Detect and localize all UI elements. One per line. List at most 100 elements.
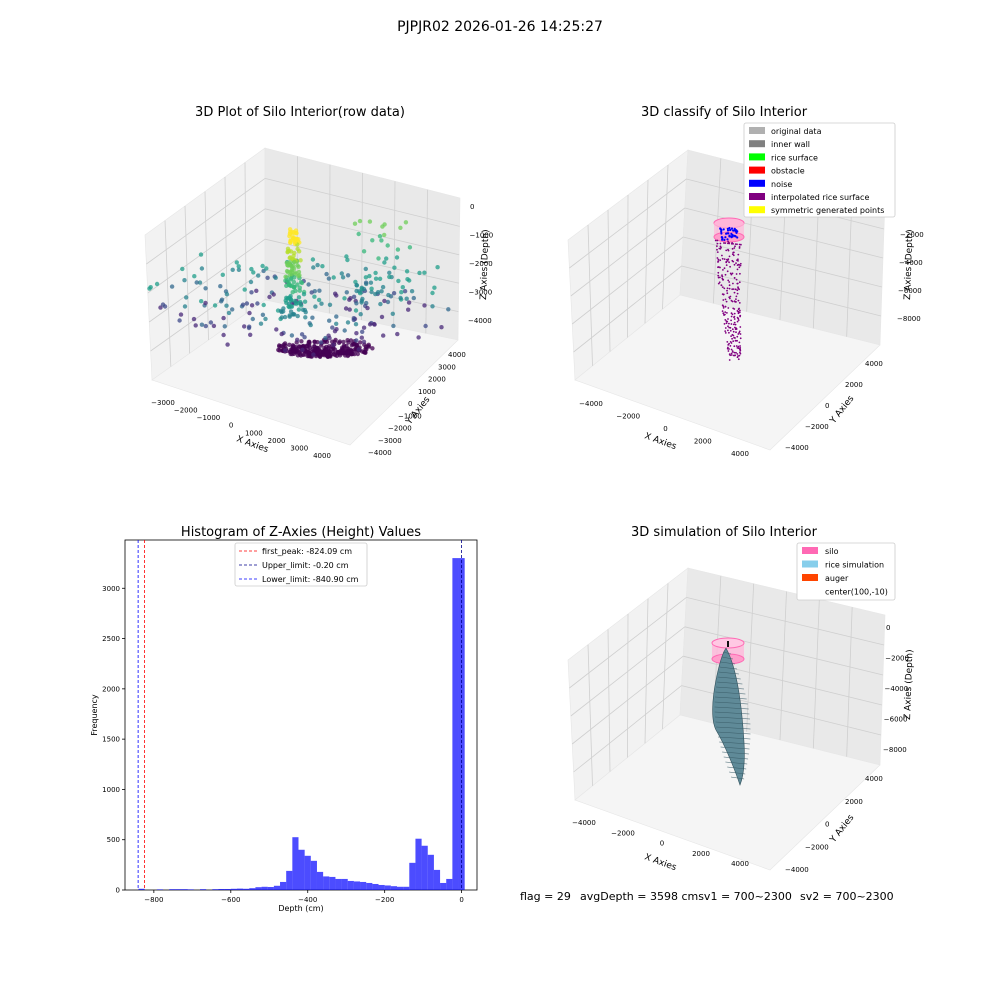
raw-data-point: [339, 351, 344, 356]
cls-interpolated-point: [736, 292, 739, 295]
raw-data-point: [203, 300, 208, 306]
cls-interpolated-point: [733, 336, 735, 339]
cls-interpolated-point: [724, 298, 727, 301]
cls-legend: original data inner wall rice surface obsta…: [743, 122, 896, 218]
hist-legend: first_peak: -824.09 cm Upper_limit: -0.20…: [234, 542, 368, 587]
raw-data-point: [317, 288, 322, 293]
raw-data-point: [292, 298, 297, 304]
cls-interpolated-point: [726, 287, 729, 290]
sim-z-ticks: 0 −2000 −4000 −6000 −8000: [883, 624, 909, 754]
raw-x-tick: −2000: [174, 407, 198, 415]
cls-interpolated-point: [739, 349, 742, 352]
sim-x-tick: 0: [660, 840, 664, 848]
raw-y-tick: 0: [408, 400, 412, 408]
raw-data-point: [177, 318, 182, 323]
cls-interpolated-point: [716, 242, 719, 245]
raw-gridlines: [146, 156, 460, 367]
cls-interpolated-point: [727, 249, 730, 252]
hist-bar: [310, 860, 317, 890]
raw-data-point: [292, 259, 297, 265]
raw-data-point: [287, 313, 292, 318]
raw-data-point: [284, 268, 290, 274]
cls-interpolated-point: [731, 350, 734, 352]
raw-data-point: [355, 351, 360, 357]
sim-legend-label: rice simulation: [825, 561, 884, 570]
hist-bar: [298, 849, 305, 890]
raw-data-point: [318, 340, 324, 345]
cls-interpolated-point: [722, 312, 725, 315]
cls-interpolated-point: [725, 322, 728, 325]
raw-data-point: [287, 349, 293, 355]
raw-data-point: [191, 316, 197, 322]
cls-interpolated-point: [729, 326, 732, 329]
cls-interpolated-point: [737, 308, 740, 311]
raw-data-point: [354, 342, 360, 347]
hist-bar: [360, 881, 367, 890]
hist-bar: [273, 885, 281, 890]
raw-data-point: [230, 307, 235, 312]
raw-data-point: [361, 325, 367, 330]
cls-interpolated-point: [737, 299, 740, 302]
cls-interpolated-point: [736, 320, 739, 323]
sim-rice-mesh-line: [720, 746, 750, 750]
raw-data-point: [379, 289, 384, 294]
hist-bar: [169, 889, 176, 890]
sim-z-tick: −2000: [885, 655, 909, 663]
raw-data-point: [271, 292, 276, 297]
hist-bar: [341, 878, 348, 890]
raw-data-point: [256, 273, 261, 278]
hist-bar: [427, 854, 434, 890]
cls-interpolated-point: [733, 277, 736, 279]
cls-y-tick: −2000: [805, 423, 829, 431]
raw-data-point: [340, 275, 346, 280]
raw-data-point: [411, 295, 416, 301]
raw-data-point: [203, 323, 208, 329]
raw-data-point: [341, 343, 347, 348]
hist-vlines: [137, 540, 462, 890]
raw-data-point: [422, 270, 427, 275]
raw-z-tick: −1000: [470, 232, 494, 240]
sim-rice-mesh-line: [714, 706, 749, 710]
cls-interpolated-point: [733, 247, 736, 249]
cls-noise-point: [733, 227, 736, 230]
sim-rice-mesh-line: [720, 661, 736, 665]
sim-auger: [727, 641, 729, 647]
sim-rice-mesh-line: [716, 681, 743, 685]
raw-data-point: [265, 275, 270, 280]
raw-data-point: [387, 274, 392, 280]
raw-data-point: [387, 270, 392, 275]
sim-legend-label: auger: [825, 574, 849, 583]
sim-rice-mesh-line: [714, 701, 748, 705]
cls-interpolated-point: [730, 348, 733, 351]
raw-y-tick: −3000: [378, 437, 402, 445]
raw-data-point: [345, 257, 350, 263]
hist-bar: [200, 889, 207, 890]
raw-data-point: [154, 281, 160, 287]
cls-z-tick: −8000: [897, 315, 921, 323]
raw-data-point: [382, 298, 387, 304]
raw-data-point: [360, 349, 365, 354]
hist-bar: [366, 882, 373, 890]
cls-z-ticks: −2000 −4000 −6000 −8000: [897, 231, 924, 323]
raw-data-point: [379, 314, 385, 320]
raw-data-point: [326, 333, 331, 338]
cls-x-label: X Axies: [643, 431, 678, 452]
cls-interpolated-point: [734, 328, 737, 330]
cls-z-label: Z Axies (Depth): [903, 229, 915, 300]
cls-interpolated-point: [737, 347, 740, 350]
raw-data-point: [406, 307, 411, 312]
cls-interpolated-point: [732, 251, 735, 254]
cls-interpolated-point: [737, 319, 740, 321]
cls-interpolated-point: [716, 239, 719, 242]
cls-interpolated-point: [727, 318, 729, 320]
cls-interpolated-point: [723, 323, 726, 325]
cls-interpolated-point: [720, 284, 723, 286]
cls-interpolated-point: [728, 322, 730, 325]
hist-x-ticks: −800 −600 −400 −200 0: [144, 890, 464, 904]
hist-y-tick-label: 2000: [102, 685, 120, 693]
raw-data-point: [289, 276, 294, 281]
raw-data-point: [211, 323, 217, 329]
cls-legend-label: symmetric generated points: [771, 206, 884, 215]
cls-interpolated-point: [735, 345, 738, 347]
cls-interpolated-point: [739, 337, 742, 340]
